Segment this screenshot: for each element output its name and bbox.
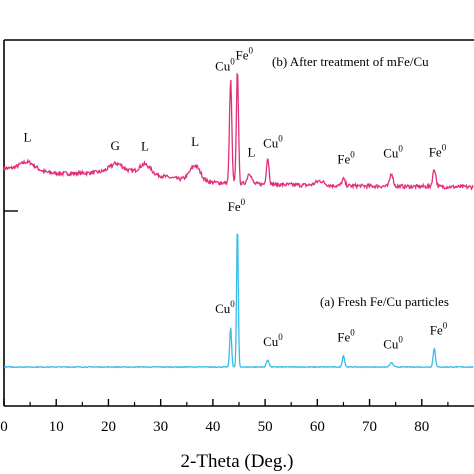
peak-label-14: Fe0 bbox=[337, 328, 355, 345]
peak-label-10: Fe0 bbox=[429, 142, 447, 159]
peak-label-5: Fe0 bbox=[235, 46, 253, 63]
peak-label-12: Cu0 bbox=[215, 299, 235, 316]
x-tick-label-3: 30 bbox=[153, 419, 168, 435]
peak-label-15: Cu0 bbox=[383, 335, 403, 352]
peak-label-13: Cu0 bbox=[263, 332, 283, 349]
x-tick-label-2: 20 bbox=[101, 419, 116, 435]
x-tick-label-5: 50 bbox=[258, 419, 273, 435]
x-axis-label: 2-Theta (Deg.) bbox=[181, 451, 294, 472]
peak-label-6: L bbox=[248, 145, 256, 160]
x-tick-label-4: 40 bbox=[205, 419, 220, 435]
x-tick-label-7: 70 bbox=[362, 419, 377, 435]
series-line-1 bbox=[3, 233, 474, 369]
x-ticks: 0 10 20 30 40 50 60 70 80 bbox=[0, 399, 449, 435]
peak-label-2: L bbox=[141, 139, 149, 154]
series-layer bbox=[3, 73, 474, 369]
peak-label-7: Cu0 bbox=[263, 134, 283, 151]
peak-label-4: Cu0 bbox=[215, 57, 235, 74]
peak-label-9: Cu0 bbox=[383, 144, 403, 161]
series-line-0 bbox=[3, 73, 474, 191]
legend-fresh-particles: (a) Fresh Fe/Cu particles bbox=[320, 294, 449, 309]
x-tick-label-8: 80 bbox=[414, 419, 429, 435]
legend-after-treatment: (b) After treatment of mFe/Cu bbox=[272, 54, 429, 69]
peak-label-3: L bbox=[191, 134, 199, 149]
peak-label-0: L bbox=[24, 130, 32, 145]
x-tick-label-6: 60 bbox=[310, 419, 325, 435]
peak-label-16: Fe0 bbox=[430, 321, 448, 338]
peak-label-8: Fe0 bbox=[337, 150, 355, 167]
x-tick-label-0: 0 bbox=[0, 419, 8, 435]
peak-label-11: Fe0 bbox=[228, 197, 246, 214]
peak-label-1: G bbox=[111, 138, 120, 153]
x-tick-label-1: 10 bbox=[49, 419, 64, 435]
